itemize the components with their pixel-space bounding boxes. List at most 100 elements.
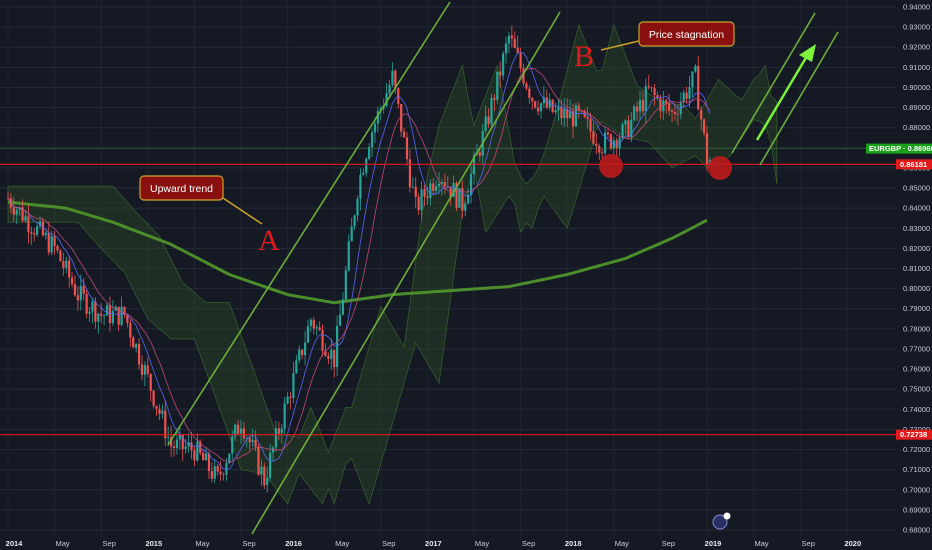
candle-body	[312, 319, 315, 329]
time-tick-label: 2018	[565, 539, 582, 548]
candle-body	[190, 442, 193, 451]
callout-box	[139, 175, 224, 201]
candle-body	[172, 446, 176, 449]
candle-body	[193, 450, 196, 461]
price-tick-label: 0.81000	[903, 264, 930, 273]
candle-body	[70, 277, 74, 285]
callout-connector	[216, 193, 263, 225]
candle-body	[621, 124, 624, 139]
candle-body	[41, 221, 45, 236]
candle-body	[490, 97, 493, 125]
price-tick-label: 0.91000	[903, 63, 930, 72]
app-badge-icon[interactable]	[712, 512, 731, 530]
candle-body	[210, 471, 213, 479]
price-tick-label: 0.74000	[903, 405, 930, 414]
candle-body	[65, 260, 68, 268]
candle-body	[659, 98, 662, 112]
candle-body	[336, 325, 339, 368]
callout-price-stagnation[interactable]: Price stagnation	[600, 21, 735, 51]
candle-body	[536, 107, 540, 112]
ema-slow-line	[7, 67, 711, 463]
candle-body	[458, 188, 461, 208]
time-tick-label: May	[475, 539, 489, 548]
candle-body	[175, 439, 179, 449]
candle-body	[455, 183, 458, 208]
candle-body	[365, 158, 368, 173]
candle-body	[18, 207, 21, 211]
candle-body	[257, 446, 260, 475]
candle-body	[181, 435, 184, 449]
candle-body	[266, 477, 269, 486]
candle-body	[97, 313, 100, 322]
candle-body	[650, 87, 653, 89]
candle-body	[79, 285, 82, 301]
candle-body	[158, 408, 161, 414]
candle-body	[545, 97, 548, 108]
trend-channel	[167, 1, 561, 535]
candle-body	[204, 453, 208, 461]
candle-body	[324, 350, 327, 356]
price-axis-ticks: 0.94000 0.93000 0.92000 0.91000 0.90000 0.890…	[903, 3, 930, 535]
candle-body	[440, 182, 444, 184]
candle-body	[132, 337, 135, 348]
candle-body	[289, 396, 292, 398]
candle-body	[36, 226, 39, 235]
time-tick-label: Sep	[802, 539, 815, 548]
candle-body	[589, 119, 592, 132]
candle-body	[286, 396, 289, 404]
grid	[0, 0, 896, 538]
candle-body	[24, 216, 27, 221]
candle-body	[219, 471, 222, 475]
candle-body	[15, 210, 18, 215]
candle-body	[170, 437, 173, 447]
candle-body	[682, 92, 685, 103]
price-tick-label: 0.71000	[903, 465, 930, 474]
candle-body	[670, 110, 674, 113]
trend-channel-upper	[167, 1, 451, 446]
candle-body	[85, 293, 88, 314]
time-tick-label: Sep	[522, 539, 535, 548]
level-tag-lower: 0.72738	[896, 429, 932, 440]
candle-body	[432, 183, 435, 191]
candle-body	[207, 453, 211, 472]
price-tick-label: 0.84000	[903, 204, 930, 213]
candle-body	[417, 196, 420, 211]
candle-body	[53, 236, 56, 246]
candle-body	[231, 436, 234, 454]
candle-body	[668, 103, 671, 111]
callout-upward-trend[interactable]: Upward trend	[139, 175, 263, 225]
price-tick-label: 0.70000	[903, 485, 930, 494]
callout-upward-trend-text: Upward trend	[150, 183, 213, 195]
candle-body	[557, 107, 560, 111]
candle-body	[606, 132, 610, 135]
candle-body	[571, 111, 575, 127]
candle-body	[327, 355, 330, 359]
candle-body	[403, 131, 406, 138]
candle-body	[653, 88, 656, 96]
candle-body	[414, 186, 417, 197]
time-tick-label: 2015	[145, 539, 162, 548]
candle-body	[385, 93, 388, 106]
time-tick-label: 2016	[285, 539, 302, 548]
candle-body	[196, 441, 199, 461]
candle-body	[662, 100, 665, 112]
candle-body	[437, 183, 441, 187]
price-tick-label: 0.82000	[903, 244, 930, 253]
candle-body	[560, 107, 563, 119]
bottom-marker-1	[599, 154, 623, 178]
bottom-marker-2	[708, 156, 732, 180]
candle-body	[120, 306, 123, 325]
candle-body	[478, 152, 481, 156]
current-price-tag: EURGBP · 0.86960	[866, 143, 932, 154]
candle-body	[129, 323, 132, 338]
price-tick-label: 0.89000	[903, 103, 930, 112]
candle-body	[609, 134, 612, 149]
candle-body	[644, 86, 647, 112]
candle-body	[146, 365, 149, 374]
candle-body	[149, 373, 152, 391]
candle-body	[449, 186, 452, 197]
candle-body	[694, 65, 697, 72]
callout-box	[638, 21, 735, 47]
candle-body	[464, 203, 467, 211]
candle-body	[103, 315, 106, 317]
